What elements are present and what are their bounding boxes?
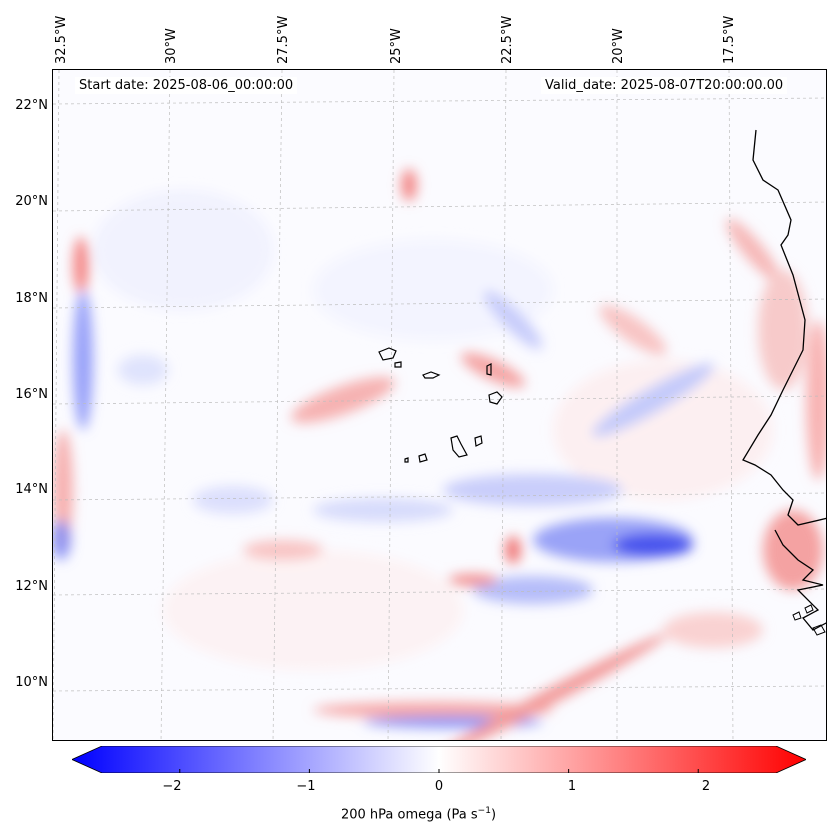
lon-label-27-5w: 27.5°W: [276, 15, 291, 64]
island-boa-vista: [488, 391, 503, 405]
colorbar-label-exponent: −1: [477, 806, 491, 816]
island-santiago: [450, 435, 468, 458]
omega-field-map: [53, 70, 826, 740]
lat-label-12n: 12°N: [15, 579, 48, 594]
cape-verde-islands: [378, 347, 503, 463]
colorbar-gradient: [72, 746, 806, 773]
lat-label-18n: 18°N: [15, 291, 48, 306]
island-santo-antao: [378, 347, 397, 361]
valid-date-label: Valid_date: 2025-08-07T20:00:00.00: [541, 77, 788, 94]
lon-label-25w: 25°W: [389, 28, 404, 64]
island-sao-vicente: [394, 361, 402, 368]
lat-label-10n: 10°N: [15, 675, 48, 690]
cb-tick-label-0: 0: [434, 779, 444, 794]
cb-tick-label-1: 1: [567, 779, 577, 794]
colorbar-label-main: 200 hPa omega (Pa s: [340, 807, 478, 823]
lat-label-20n: 20°N: [15, 194, 48, 209]
lon-label-22-5w: 22.5°W: [500, 15, 515, 64]
africa-coastline: [742, 129, 826, 631]
island-brava: [404, 457, 409, 463]
lon-label-32-5w: 32.5°W: [54, 15, 69, 64]
colorbar-label: 200 hPa omega (Pa s−1): [0, 806, 837, 822]
colorbar: [72, 746, 806, 773]
lon-label-20w: 20°W: [611, 28, 626, 64]
cb-tick-label-2: 2: [701, 779, 711, 794]
lat-label-22n: 22°N: [15, 98, 48, 113]
bissagos-islands: [792, 604, 826, 636]
lat-label-14n: 14°N: [15, 482, 48, 497]
colorbar-label-end: ): [490, 807, 497, 823]
omega-shading: [53, 169, 826, 740]
lat-label-16n: 16°N: [15, 387, 48, 402]
island-fogo: [418, 453, 428, 463]
cb-tick-label-neg1: −1: [296, 779, 316, 794]
colorbar-ticks: [179, 769, 699, 773]
lon-label-17-5w: 17.5°W: [722, 15, 737, 64]
island-sal: [486, 363, 492, 376]
lon-label-30w: 30°W: [164, 28, 179, 64]
map-panel[interactable]: [52, 69, 827, 741]
cb-tick-label-neg2: −2: [162, 779, 182, 794]
island-maio: [474, 435, 483, 447]
island-sao-nicolau: [422, 371, 441, 379]
start-date-label: Start date: 2025-08-06_00:00:00: [75, 77, 298, 94]
graticule: [53, 70, 826, 740]
